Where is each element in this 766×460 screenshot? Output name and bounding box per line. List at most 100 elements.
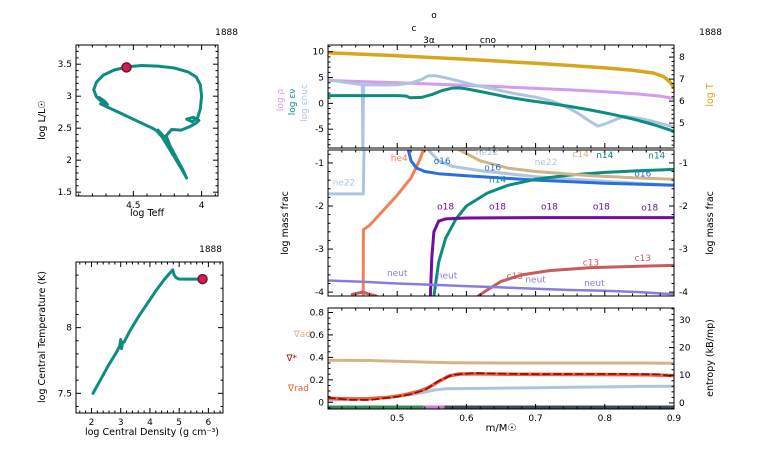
series-label-c13: c13 [507, 272, 523, 282]
series-label-n14: n14 [648, 152, 665, 162]
y-tick-label: -1 [315, 159, 324, 169]
series-log-T [328, 50, 674, 90]
y-tick-label-right: -2 [679, 202, 688, 212]
right-tick-label: 10 [679, 371, 691, 381]
series-log-eps-nu [328, 86, 674, 133]
series-he4 [361, 150, 425, 296]
profile-ylabel-logrho: log ρ [276, 89, 286, 112]
profile-ylabel-epsnu: log εν [288, 89, 298, 115]
series-label-neut: neut [584, 279, 605, 289]
y-tick-label-right: -1 [679, 159, 688, 169]
trho-xlabel: log Central Density (g cm⁻³) [85, 427, 219, 438]
series-label-o16: o16 [484, 164, 501, 174]
mixing-strip-darkslate [444, 405, 674, 409]
y-tick-label: 5 [318, 74, 324, 84]
entropy-ylabel: entropy (kB/mp) [705, 319, 716, 397]
grad-ad-label: ∇ad [293, 330, 311, 340]
y-tick-label: 0.6 [310, 331, 325, 341]
series-label-neut: neut [525, 276, 546, 286]
profile-ylabel-epsnuc: log εnuc [300, 84, 310, 122]
series-c14 [458, 150, 674, 181]
x-tick-label: 4 [147, 418, 153, 428]
x-tick-label: 0.5 [390, 414, 404, 424]
y-tick-label: 0.4 [310, 353, 325, 363]
profile-panel-gradients: 0.5 0.6 0.7 0.8 0.9 0 0.2 0.4 0.6 0.8 0 10 20 30 [310, 307, 691, 424]
series-label-o16: o16 [434, 157, 451, 167]
series-n14 [432, 167, 674, 296]
series-label-o18: o18 [489, 202, 506, 212]
y-tick-label: -3 [315, 245, 324, 255]
x-tick-label: 0.7 [528, 414, 542, 424]
y-tick-label: 0.8 [310, 308, 325, 318]
y-tick-label: 0 [318, 99, 324, 109]
y-tick-label: 0 [318, 398, 324, 408]
hr-diagram: 4.5 4 1.5 2 2.5 3 3.5 [58, 44, 219, 211]
series-trho-track [91, 268, 204, 395]
series-label-neut: neut [387, 269, 408, 279]
series-label-neut: neut [437, 271, 458, 281]
y-tick-label: 7.5 [58, 389, 72, 399]
y-tick-label-right: -3 [679, 245, 688, 255]
right-tick-label: 20 [679, 344, 691, 354]
hr-xlabel: log Teff [130, 208, 165, 219]
x-tick-label: 4.5 [126, 201, 140, 211]
trho-ylabel: log Central Temperature (K) [37, 271, 48, 403]
x-tick-label: 2 [89, 418, 95, 428]
burn-marker-o: o [431, 11, 437, 21]
profile-ylabel-logt: log T [705, 83, 716, 107]
y-tick-label: 1.5 [58, 188, 72, 198]
burn-marker-c: c [412, 24, 417, 34]
series-label-o18: o18 [641, 203, 658, 213]
axes-box [327, 307, 675, 410]
x-tick-label: 6 [206, 418, 212, 428]
series-label-ne22: ne22 [476, 148, 499, 158]
series-label-he4: he4 [391, 154, 408, 164]
x-tick-label: 4 [199, 201, 205, 211]
x-tick-label: 0.6 [459, 414, 474, 424]
profiles-xlabel: m/M☉ [486, 423, 517, 434]
x-tick-label: 5 [176, 418, 182, 428]
series-label-n14: n14 [489, 175, 506, 185]
series-label-c13: c13 [583, 258, 599, 268]
right-tick-label: 30 [679, 316, 691, 326]
massfrac-ylabel-left: log mass frac [280, 191, 291, 255]
y-tick-label: 10 [313, 48, 325, 58]
burn-marker-3alpha: 3α [423, 36, 435, 46]
current-model-dot [197, 273, 208, 285]
profile-panel-abundances-series [328, 150, 674, 296]
series-label-o18: o18 [437, 202, 454, 212]
profile-panel-abundances: -4 -4 -3 -3 -2 -2 -1 -1 ne22 he4 o16 o16 o16 ne22 ne22… [315, 148, 688, 298]
model-number-trho: 1888 [199, 245, 222, 255]
mixing-strip-orchid [423, 405, 445, 409]
series-label-c13: c13 [635, 254, 651, 264]
y-tick-label: 8 [66, 324, 72, 334]
y-tick-label: -4 [315, 288, 324, 298]
profile-panel-gradients-series [328, 358, 674, 402]
x-tick-label: 0.9 [667, 414, 682, 424]
profile-panel-top: -5 0 5 10 5 6 7 8 [313, 44, 685, 149]
hr-diagram-series [92, 64, 204, 180]
right-tick-label: 5 [679, 119, 685, 129]
series-o16 [406, 150, 674, 187]
series-label-ne22: ne22 [333, 178, 356, 188]
series-hr-track [92, 64, 204, 180]
series-grad-star [328, 372, 674, 401]
series-label-ne22: ne22 [535, 158, 558, 168]
grad-rad-label: ∇rad [287, 384, 309, 394]
x-tick-label: 3 [118, 418, 124, 428]
y-tick-label: 2.5 [58, 124, 72, 134]
series-neut [328, 279, 674, 296]
series-ne22-core [328, 150, 366, 196]
series-label-c14: c14 [572, 150, 589, 160]
mixing-strip-green [328, 405, 424, 409]
series-grad-ad [328, 358, 674, 365]
y-tick-label: 3 [66, 92, 72, 102]
axes-box [75, 261, 224, 414]
series-c13-core [350, 290, 378, 296]
y-tick-label: -2 [315, 202, 324, 212]
y-tick-label: 2 [66, 156, 72, 166]
right-tick-label: 6 [679, 97, 685, 107]
x-tick-label: 0.8 [598, 414, 613, 424]
